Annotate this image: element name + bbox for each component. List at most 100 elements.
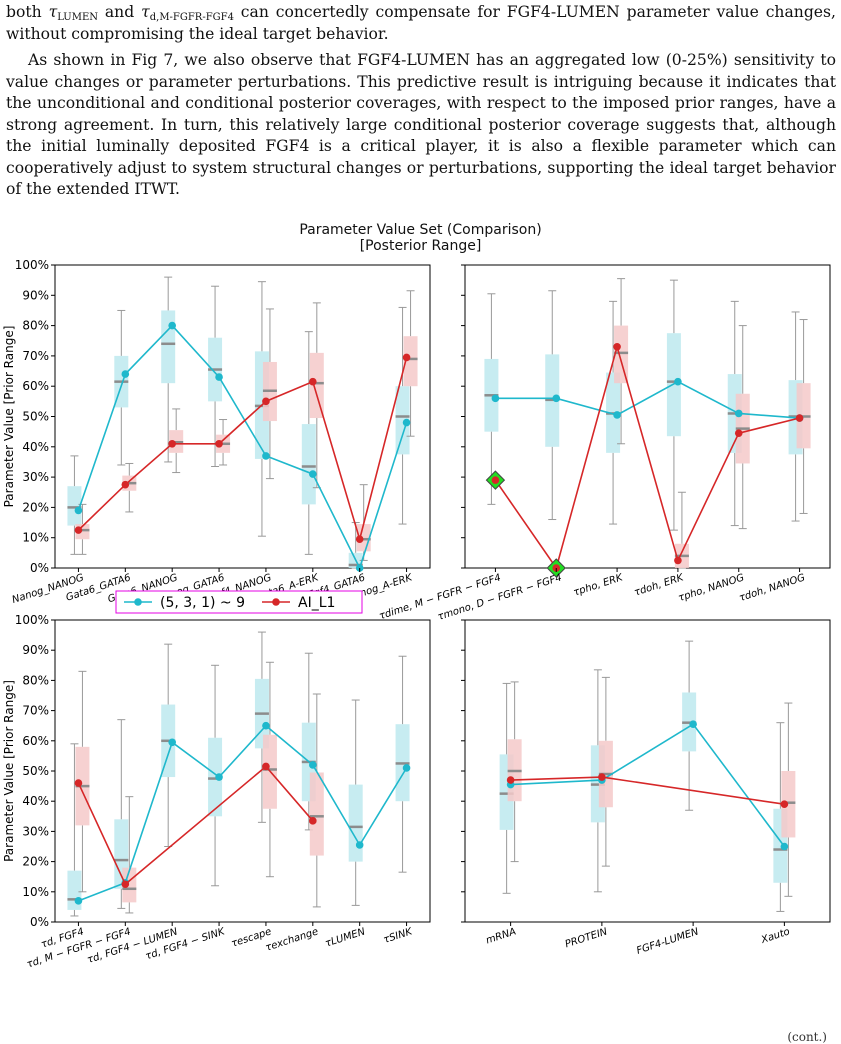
data-point [168, 321, 176, 330]
y-tick-label: 100% [15, 258, 49, 272]
y-tick-label: 70% [22, 704, 49, 718]
data-point [262, 762, 270, 771]
chart-panel-4: mRNA PROTEIN FGF4-LUMEN Xauto [461, 619, 831, 957]
data-point [674, 556, 682, 565]
data-point [734, 429, 743, 437]
data-point [613, 343, 621, 351]
legend-label-series1: (5, 3, 1) ~ 9 [160, 595, 245, 611]
data-point [262, 721, 270, 730]
y-tick-label: 40% [22, 440, 49, 454]
x-tick-label: τdoh, NANOG [738, 572, 807, 604]
x-tick-label: Xauto [759, 926, 791, 946]
data-point [613, 411, 621, 419]
data-point [552, 394, 561, 403]
data-point [168, 738, 176, 747]
box [67, 486, 82, 526]
data-point [74, 779, 83, 787]
box [395, 386, 410, 455]
y-tick-label: 60% [22, 734, 49, 748]
data-point [491, 394, 500, 403]
legend-label-series2: AI_L1 [298, 595, 335, 611]
y-tick-label: 80% [22, 319, 49, 333]
data-point [780, 842, 789, 851]
x-tick-label: τpho, NANOG [677, 572, 746, 604]
data-point [402, 418, 411, 427]
data-point [309, 817, 317, 825]
x-tick-label: mRNA [485, 926, 518, 946]
data-point [309, 377, 317, 386]
y-tick-label: 50% [22, 410, 49, 424]
text-run: both [6, 3, 49, 21]
y-tick-label: 20% [22, 500, 49, 514]
text-run: can concertedly compensate for FGF4-LUME… [6, 3, 836, 43]
box [122, 867, 137, 903]
data-point [734, 409, 743, 418]
data-point [780, 800, 789, 809]
data-point [74, 506, 83, 515]
y-tick-label: 70% [22, 349, 49, 363]
data-point [309, 761, 317, 769]
data-point [795, 414, 804, 422]
data-point [121, 880, 130, 889]
data-point [74, 897, 83, 905]
text-run: and [98, 3, 142, 21]
legend: (5, 3, 1) ~ 9 AI_L1 [115, 590, 363, 614]
box [348, 784, 363, 862]
data-point [121, 370, 130, 378]
y-tick-label: 10% [22, 885, 49, 899]
legend-marker-series1 [134, 598, 142, 606]
data-point [215, 773, 223, 781]
data-point [74, 526, 83, 534]
data-point [355, 535, 364, 544]
series-line [77, 324, 408, 571]
tau-subscript: LUMEN [57, 12, 99, 23]
series-line [510, 723, 786, 847]
axes-frame [54, 619, 431, 923]
y-tick-label: 30% [22, 824, 49, 838]
y-axis-label: Parameter Value [Prior Range] [2, 680, 16, 862]
x-tick-label: τexchange [264, 926, 320, 953]
y-tick-label: 20% [22, 855, 49, 869]
y-tick-label: 0% [30, 561, 49, 575]
paragraph-continued: both τLUMEN and τd,M-FGFR-FGF4 can conce… [6, 2, 836, 45]
data-point [215, 439, 223, 448]
figure-title: Parameter Value Set (Comparison) [Poster… [0, 222, 841, 254]
page-footer: (cont.) [787, 1030, 827, 1044]
x-tick-label: PROTEIN [564, 926, 609, 950]
tau-symbol: τ [48, 3, 58, 21]
box [309, 772, 324, 856]
legend-marker-series2 [272, 598, 280, 606]
y-tick-label: 30% [22, 470, 49, 484]
chart-panel-1: 0% 10% 20% 30% 40% 50% 60% 70% 80% 90% 100% Paramet… [2, 258, 431, 606]
data-point [262, 397, 270, 406]
tau-subscript: d,M-FGFR-FGF4 [149, 12, 234, 23]
x-tick-label: τLUMEN [324, 926, 367, 949]
box [301, 424, 316, 505]
data-point [491, 476, 500, 484]
y-tick-label: 80% [22, 673, 49, 687]
y-tick-label: 100% [15, 613, 49, 627]
figure-title-line2: [Posterior Range] [359, 238, 482, 254]
data-point [215, 373, 223, 381]
y-tick-label: 50% [22, 764, 49, 778]
data-point [121, 480, 130, 489]
y-tick-label: 60% [22, 379, 49, 393]
figure-title-line1: Parameter Value Set (Comparison) [299, 222, 542, 238]
series-line [77, 765, 314, 886]
paragraph-fig7: As shown in Fig 7, we also observe that … [6, 51, 836, 198]
y-tick-label: 0% [30, 915, 49, 929]
data-point [262, 452, 270, 460]
series-line [77, 357, 408, 543]
data-point [506, 776, 515, 784]
box [161, 310, 176, 384]
y-tick-label: 90% [22, 288, 49, 302]
x-tick-label: τSINK [382, 926, 415, 946]
box [208, 737, 223, 817]
data-point [355, 841, 364, 849]
chart-panel-3: 0% 10% 20% 30% 40% 50% 60% 70% 80% 90% 100% Paramet… [2, 613, 431, 970]
y-tick-label: 40% [22, 794, 49, 808]
y-tick-label: 10% [22, 531, 49, 545]
series-line [78, 724, 408, 902]
box [403, 336, 418, 387]
